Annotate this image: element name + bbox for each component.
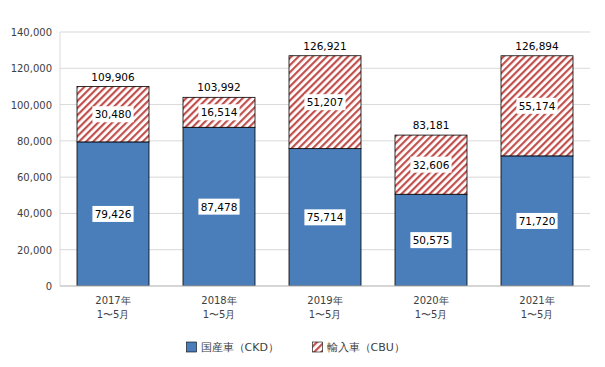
data-label: 55,174: [519, 100, 556, 112]
label-bg: [92, 206, 133, 222]
data-label: 87,478: [201, 201, 238, 213]
x-tick-label: 2020年 1〜5月: [413, 295, 448, 320]
y-tick-label: 40,000: [17, 208, 52, 219]
bar: [501, 156, 573, 286]
total-label: 109,906: [91, 71, 135, 83]
chart: 0 20,000 40,000 60,000 80,000 100,000 120,000 1…: [0, 0, 605, 367]
x-tick-line: 1〜5月: [97, 309, 130, 320]
x-tick-line: 2020年: [413, 295, 448, 306]
legend-swatch: [187, 342, 197, 352]
x-tick-label: 2021年 1〜5月: [519, 295, 554, 320]
bar: [395, 135, 467, 194]
x-tick-label: 2019年 1〜5月: [307, 295, 342, 320]
bars: [77, 56, 573, 286]
label-bg: [410, 157, 451, 173]
y-tick-label: 0: [46, 281, 52, 292]
label-bg: [92, 106, 133, 122]
bar: [183, 127, 255, 286]
label-bg: [304, 94, 345, 110]
x-tick-line: 1〜5月: [203, 309, 236, 320]
x-tick-label: 2017年 1〜5月: [95, 295, 130, 320]
data-label: 51,207: [307, 96, 344, 108]
label-bg: [516, 98, 557, 114]
data-label: 32,606: [413, 159, 450, 171]
data-label: 16,514: [201, 106, 238, 118]
x-tick-line: 2019年: [307, 295, 342, 306]
legend-label: 国産車（CKD）: [201, 341, 279, 354]
total-label: 83,181: [413, 119, 450, 131]
bar: [183, 97, 255, 127]
data-label: 79,426: [95, 208, 132, 220]
y-tick-label: 20,000: [17, 245, 52, 256]
legend-label: 輸入車（CBU）: [327, 341, 405, 354]
data-label: 50,575: [413, 234, 450, 246]
label-bg: [516, 213, 557, 229]
x-tick-line: 1〜5月: [521, 309, 554, 320]
x-axis-line: [60, 286, 590, 287]
bar: [501, 56, 573, 156]
x-tick-line: 2017年: [95, 295, 130, 306]
legend-swatch: [313, 342, 323, 352]
bar: [289, 56, 361, 149]
labels: 79,426 30,480 109,906 87,478 16,514 103,992 75…: [91, 40, 559, 248]
total-label: 126,894: [515, 40, 559, 52]
total-label: 126,921: [303, 40, 346, 52]
bar: [395, 194, 467, 286]
x-tick-line: 1〜5月: [415, 309, 448, 320]
x-tick-line: 2018年: [201, 295, 236, 306]
total-label: 103,992: [197, 81, 240, 93]
legend: 国産車（CKD） 輸入車（CBU）: [187, 341, 405, 354]
label-bg: [304, 209, 345, 225]
x-tick-line: 2021年: [519, 295, 554, 306]
grid-line: [60, 32, 590, 33]
data-label: 71,720: [519, 215, 556, 227]
label-bg: [410, 232, 451, 248]
y-tick-label: 60,000: [17, 172, 52, 183]
bar: [77, 87, 149, 142]
data-label: 75,714: [307, 211, 344, 223]
x-tick-label: 2018年 1〜5月: [201, 295, 236, 320]
y-tick-label: 80,000: [17, 136, 52, 147]
grid-line: [60, 286, 590, 287]
data-label: 30,480: [95, 108, 132, 120]
bar: [77, 142, 149, 286]
y-tick-label: 140,000: [11, 27, 52, 38]
y-tick-label: 120,000: [11, 63, 52, 74]
label-bg: [198, 199, 239, 215]
bar: [289, 149, 361, 286]
x-tick-line: 1〜5月: [309, 309, 342, 320]
y-axis-line: [60, 32, 61, 286]
y-tick-label: 100,000: [11, 100, 52, 111]
label-bg: [198, 104, 239, 120]
